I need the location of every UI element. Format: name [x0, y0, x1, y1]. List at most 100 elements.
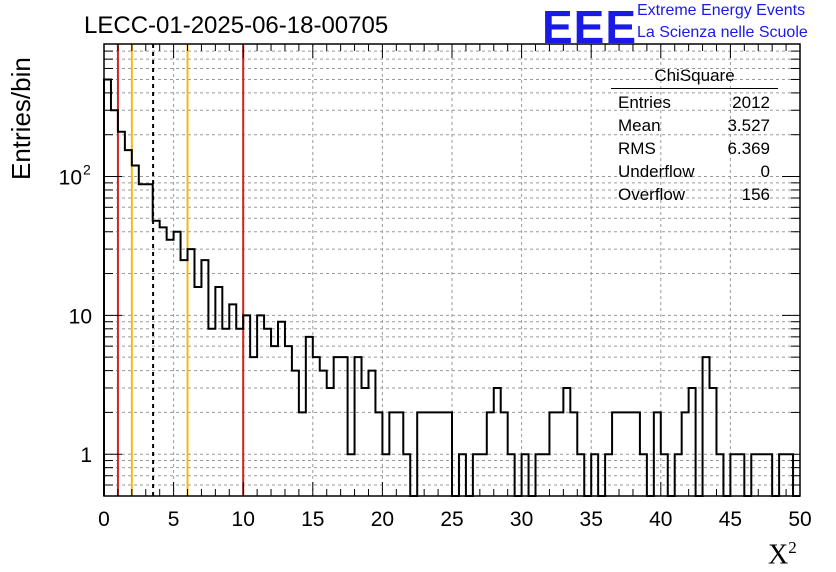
histogram-bin: [689, 388, 696, 496]
histogram-bin: [257, 315, 264, 496]
histogram-bin: [556, 412, 563, 496]
histogram-bin: [758, 454, 765, 496]
stats-row-entries: Entries 2012: [611, 91, 778, 114]
histogram-bin: [619, 412, 626, 496]
histogram-bin: [250, 357, 257, 496]
stats-row-underflow: Underflow 0: [611, 160, 778, 183]
x-tick-label: 40: [649, 508, 672, 531]
x-axis-title-exponent: 2: [788, 538, 797, 557]
histogram-outline: [103, 78, 800, 497]
histogram-bin: [765, 454, 772, 496]
histogram-bin: [382, 454, 389, 496]
histogram-bin: [139, 184, 146, 496]
histogram-bin: [306, 337, 313, 496]
histogram-bin: [536, 454, 543, 496]
histogram-bin: [563, 388, 570, 496]
logo-line-2: La Scienza nelle Scuole: [637, 24, 808, 41]
histogram-bin: [341, 357, 348, 496]
histogram-bin: [396, 412, 403, 496]
y-tick-label: 1: [80, 444, 92, 467]
histogram-bin: [494, 388, 501, 496]
histogram-bin: [710, 388, 717, 496]
histogram-bin: [403, 454, 410, 496]
histogram-bin: [278, 322, 285, 496]
stats-value: 2012: [732, 93, 770, 112]
histogram-bin: [779, 454, 786, 496]
histogram-bin: [389, 412, 396, 496]
stats-label: Underflow: [618, 162, 695, 181]
histogram-bin: [153, 221, 160, 496]
histogram-bin: [612, 412, 619, 496]
stats-box: ChiSquare Entries 2012 Mean 3.527 RMS 6.369…: [611, 66, 778, 206]
histogram-bin: [299, 412, 306, 496]
histogram-bin: [445, 412, 452, 496]
axis-ticks: [103, 43, 801, 497]
histogram-bin: [716, 454, 723, 496]
histogram-bin: [480, 454, 487, 496]
y-tick-label: 10: [69, 305, 92, 328]
histogram-bin: [654, 412, 661, 496]
histogram-bin: [292, 371, 299, 496]
histogram-bin: [661, 454, 668, 496]
eee-logo: EEE: [542, 1, 638, 53]
histogram-bin: [243, 315, 250, 496]
histogram-bin: [320, 371, 327, 496]
histogram-bin: [125, 150, 132, 496]
histogram-bin: [362, 388, 369, 496]
stats-label: Entries: [618, 93, 671, 112]
histogram-bin: [104, 79, 111, 496]
histogram-bin: [132, 166, 139, 496]
histogram-bin: [229, 304, 236, 496]
histogram-bin: [215, 287, 222, 496]
histogram-bin: [487, 412, 494, 496]
histogram-bin: [236, 329, 243, 496]
x-tick-label: 35: [580, 508, 603, 531]
histogram-bin: [375, 412, 382, 496]
stats-title: ChiSquare: [611, 66, 778, 89]
histogram-bin: [703, 357, 710, 496]
y-tick-label-exponent: 2: [83, 161, 91, 177]
x-tick-label: 10: [232, 508, 255, 531]
histogram-bin: [167, 240, 174, 496]
histogram-bin: [577, 454, 584, 496]
logo-line-1: Extreme Energy Events: [637, 2, 806, 19]
y-tick-label: 10: [59, 166, 82, 189]
x-tick-label: 30: [510, 508, 533, 531]
y-axis-title: Entries/bin: [6, 57, 36, 180]
stats-value: 3.527: [727, 116, 770, 135]
histogram-bin: [201, 260, 208, 496]
histogram-bin: [737, 454, 744, 496]
histogram-bin: [751, 454, 758, 496]
stats-value: 156: [741, 185, 770, 204]
stats-label: Mean: [618, 116, 661, 135]
histogram-bin: [355, 357, 362, 496]
histogram-bin: [682, 412, 689, 496]
stats-value: 6.369: [727, 139, 770, 158]
histogram-bin: [591, 454, 598, 496]
histogram-bin: [417, 412, 424, 496]
histogram-bin: [334, 357, 341, 496]
histogram-bin: [208, 329, 215, 496]
histogram-bin: [549, 412, 556, 496]
histogram-bin: [146, 184, 153, 496]
histogram-bin: [675, 454, 682, 496]
histogram-bin: [640, 454, 647, 496]
plot-title: LECC-01-2025-06-18-00705: [84, 12, 389, 39]
histogram-bin: [181, 260, 188, 496]
x-tick-label: 50: [788, 508, 811, 531]
histogram-bin: [160, 227, 167, 496]
x-axis-title: X2: [768, 538, 797, 571]
histogram-bin: [111, 110, 118, 496]
histogram-bin: [118, 132, 125, 496]
histogram-bin: [188, 249, 195, 496]
histogram-bin: [194, 287, 201, 496]
histogram-bin: [327, 388, 334, 496]
x-tick-label: 15: [301, 508, 324, 531]
histogram-bin: [542, 454, 549, 496]
stats-label: RMS: [618, 139, 656, 158]
histogram-bin: [264, 329, 271, 496]
stats-row-mean: Mean 3.527: [611, 114, 778, 137]
histogram-bin: [730, 454, 737, 496]
